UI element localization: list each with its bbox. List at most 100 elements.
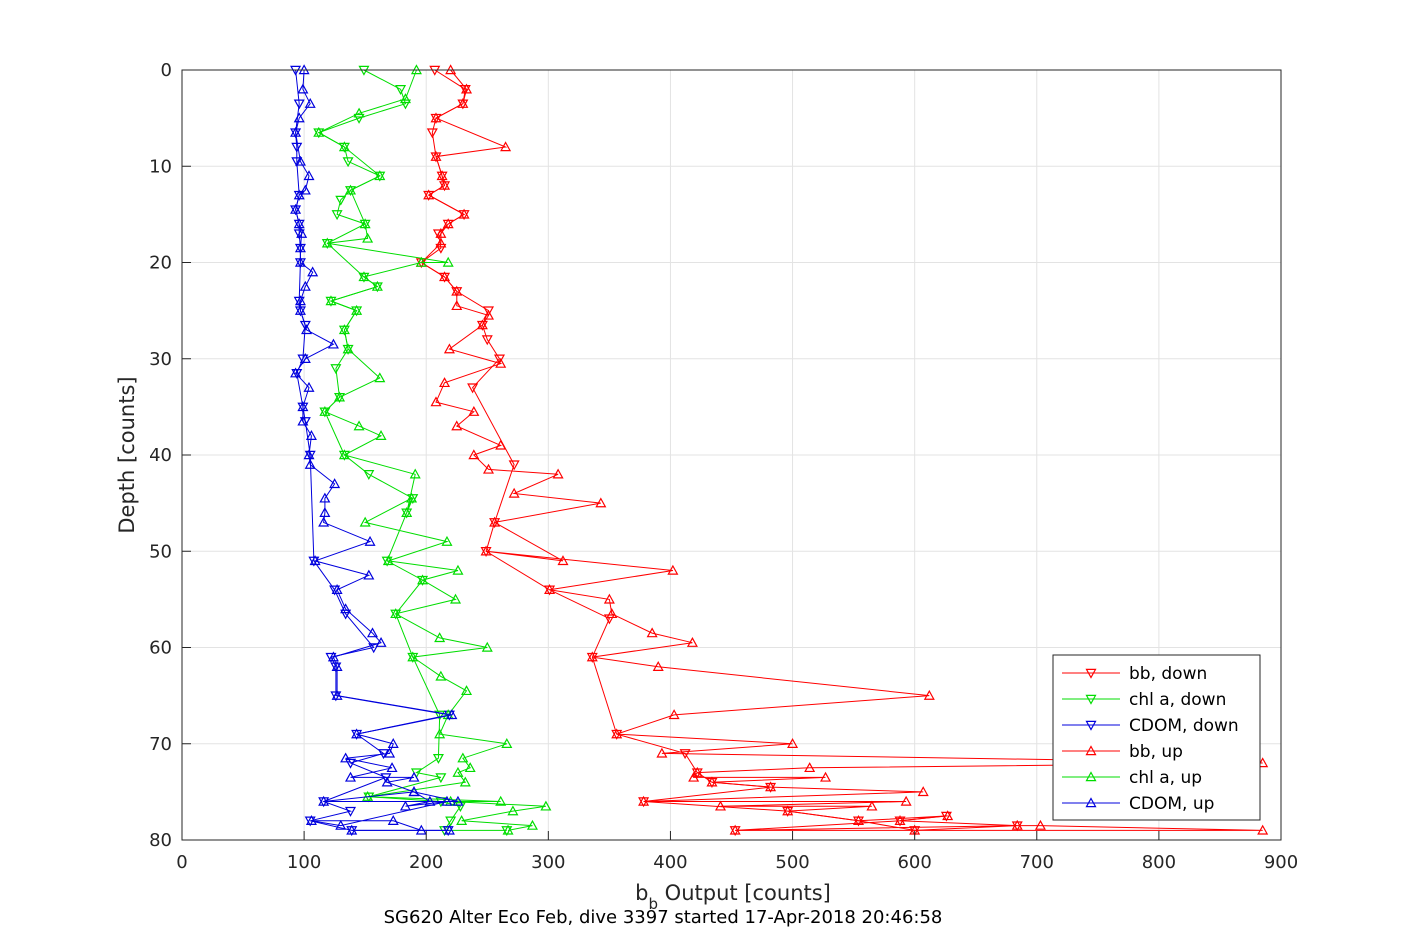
data-point-marker [457, 97, 469, 108]
data-point-marker [493, 354, 506, 365]
y-axis-ticks: 0 10 20 30 40 50 60 70 80 [149, 60, 191, 851]
x-tick-label: 500 [775, 852, 809, 873]
data-point-marker [476, 319, 488, 330]
data-point-marker [439, 271, 451, 282]
data-point-marker [340, 609, 352, 620]
data-point-marker [450, 593, 462, 604]
data-point-marker [399, 99, 411, 110]
data-point-marker [460, 83, 473, 94]
data-point-marker [445, 816, 457, 827]
data-point-marker [395, 85, 407, 95]
data-point-marker [646, 627, 658, 638]
data-point-marker [526, 819, 538, 830]
data-point-marker [319, 405, 331, 416]
data-point-marker [442, 256, 454, 267]
data-point-marker [415, 824, 427, 835]
series-bb-up [415, 64, 1269, 835]
data-point-marker [408, 771, 420, 782]
legend-entry: chl a, up [1062, 768, 1202, 788]
data-point-marker [481, 335, 493, 346]
data-point-marker [297, 401, 309, 412]
data-point-marker [691, 766, 703, 777]
data-point-marker [432, 753, 444, 764]
data-point-marker [290, 367, 302, 378]
data-point-marker [557, 555, 569, 566]
data-point-marker [351, 728, 363, 739]
data-point-marker [782, 805, 794, 816]
data-point-marker [459, 776, 471, 787]
x-tick-label: 900 [1264, 852, 1298, 873]
data-point-marker [381, 776, 393, 787]
data-point-marker [686, 636, 698, 647]
data-point-marker [318, 516, 330, 527]
data-point-marker [290, 126, 302, 137]
data-point-marker [423, 189, 435, 200]
data-point-marker [482, 309, 495, 320]
data-point-marker [344, 771, 357, 782]
data-point-marker [894, 815, 906, 825]
data-point-marker [331, 661, 343, 671]
data-point-marker [468, 449, 480, 460]
x-axis-ticks: 0 100 200 300 400 500 600 700 800 900 [176, 831, 1298, 873]
legend-marker [1085, 797, 1097, 808]
data-point-marker [338, 449, 350, 460]
data-point-marker [363, 569, 375, 580]
x-tick-label: 100 [287, 852, 321, 873]
data-point-marker [406, 492, 418, 503]
data-point-marker [386, 762, 398, 773]
y-tick-label: 40 [149, 445, 172, 466]
data-point-marker [293, 296, 305, 307]
data-point-marker [321, 237, 333, 248]
data-point-marker [443, 343, 455, 354]
series-line [420, 69, 1263, 831]
data-point-marker [299, 280, 311, 291]
data-point-marker [331, 689, 343, 700]
data-point-marker [319, 492, 331, 503]
data-point-marker [714, 800, 727, 811]
data-point-marker [387, 815, 399, 825]
data-point-marker [434, 710, 446, 721]
legend-box [1052, 654, 1261, 821]
data-point-marker [303, 381, 315, 392]
data-point-marker [331, 584, 343, 594]
legend-marker [1085, 771, 1097, 782]
data-point-marker [387, 738, 399, 748]
legend-marker [1085, 745, 1097, 756]
data-point-marker [304, 450, 316, 461]
legend-marker [1085, 720, 1097, 731]
legend-label: chl a, down [1129, 690, 1226, 710]
data-point-marker [917, 786, 929, 797]
data-point-marker [375, 636, 387, 647]
data-point-marker [368, 643, 380, 654]
data-point-marker [334, 391, 346, 402]
data-point-marker [293, 189, 305, 200]
data-point-marker [442, 218, 454, 229]
data-point-marker [375, 430, 387, 440]
data-point-marker [294, 304, 306, 315]
data-point-marker [358, 271, 370, 282]
data-point-marker [434, 728, 446, 739]
data-point-marker [688, 771, 700, 782]
data-point-marker [353, 107, 365, 118]
data-point-marker [430, 396, 442, 407]
data-point-marker [452, 795, 464, 806]
data-point-marker [852, 815, 865, 825]
data-point-marker [399, 800, 411, 811]
data-point-marker [342, 157, 354, 168]
y-axis-label: Depth [counts] [115, 376, 139, 533]
data-point-marker [500, 141, 512, 152]
data-point-marker [303, 449, 315, 460]
data-point-marker [291, 368, 303, 379]
data-point-marker [495, 439, 507, 450]
data-point-marker [359, 218, 371, 229]
y-tick-label: 70 [149, 734, 172, 755]
x-axis-label-subscript: b [648, 895, 658, 913]
data-point-marker [309, 555, 321, 566]
data-point-marker [443, 824, 455, 835]
data-point-marker [495, 357, 507, 368]
series-layer [290, 64, 1269, 837]
data-point-marker [482, 463, 495, 474]
data-point-marker [294, 295, 306, 306]
data-point-marker [424, 795, 436, 806]
